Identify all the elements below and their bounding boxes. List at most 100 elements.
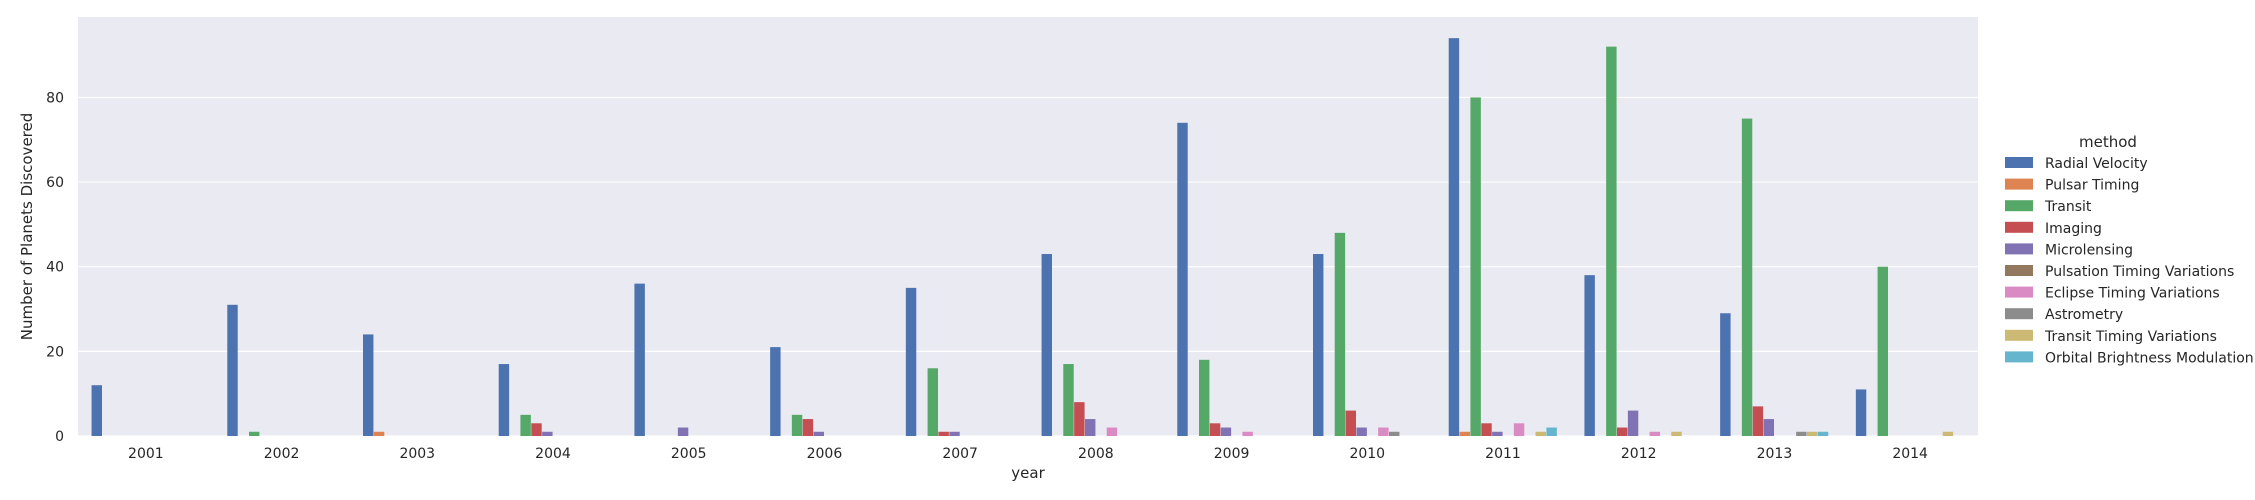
bar xyxy=(1877,266,1888,436)
legend-entry-label: Transit Timing Variations xyxy=(2044,329,2217,345)
x-tick-label: 2004 xyxy=(535,446,571,462)
legend-entry-label: Pulsar Timing xyxy=(2045,178,2139,194)
bar xyxy=(542,431,553,436)
x-tick-label: 2002 xyxy=(264,446,300,462)
bar xyxy=(1942,431,1954,436)
bar xyxy=(938,431,949,436)
legend-swatch xyxy=(2005,157,2033,168)
legend-swatch xyxy=(2005,221,2033,233)
bar xyxy=(1807,431,1818,436)
y-tick-label: 60 xyxy=(46,175,64,191)
bar xyxy=(1584,275,1595,436)
bar xyxy=(1448,38,1460,436)
bar xyxy=(1817,431,1829,436)
bar xyxy=(1752,406,1764,436)
x-tick-label: 2001 xyxy=(128,446,164,462)
x-tick-label: 2011 xyxy=(1485,446,1521,462)
bar xyxy=(1617,427,1628,436)
bar xyxy=(1627,410,1639,436)
legend-entry-label: Microlensing xyxy=(2045,242,2133,258)
x-tick-label: 2005 xyxy=(671,446,707,462)
bar xyxy=(1356,427,1367,436)
x-axis-label: year xyxy=(1011,464,1045,482)
bar xyxy=(1763,419,1774,436)
bar xyxy=(927,368,938,436)
legend-swatch xyxy=(2005,351,2033,363)
bar xyxy=(520,414,531,436)
bar xyxy=(1741,118,1753,437)
legend-swatch xyxy=(2005,329,2033,341)
bar xyxy=(373,431,385,436)
bar xyxy=(1334,232,1346,436)
bar xyxy=(1313,254,1324,436)
x-tick-label: 2012 xyxy=(1621,446,1657,462)
bar xyxy=(1513,423,1525,436)
bar xyxy=(1209,423,1221,436)
y-tick-label: 20 xyxy=(46,344,64,360)
bar xyxy=(1199,359,1210,436)
bar xyxy=(949,431,960,436)
bar xyxy=(1546,427,1557,436)
bar xyxy=(905,287,917,436)
bar xyxy=(1671,431,1682,436)
x-axis-ticks: 2001 2002 2003 2004 2005 2006 2007 2008 2009 2010… xyxy=(128,446,1928,462)
bar xyxy=(1649,431,1660,436)
bar xyxy=(498,364,510,436)
bar xyxy=(1063,364,1074,436)
bar xyxy=(249,431,260,436)
y-tick-label: 80 xyxy=(46,90,64,106)
bar xyxy=(1345,410,1356,436)
legend-swatch xyxy=(2005,265,2033,276)
bar xyxy=(791,414,803,436)
bar xyxy=(1720,313,1731,436)
y-tick-label: 0 xyxy=(55,429,64,445)
legend-swatch xyxy=(2005,243,2033,255)
bar xyxy=(1481,423,1492,436)
bar xyxy=(531,423,542,436)
bar xyxy=(677,427,689,436)
x-tick-label: 2013 xyxy=(1757,446,1793,462)
legend-title: method xyxy=(2079,133,2137,151)
bar xyxy=(1085,419,1096,436)
x-tick-label: 2014 xyxy=(1892,446,1928,462)
bar xyxy=(1796,431,1807,436)
bars xyxy=(91,38,1954,437)
bar xyxy=(1220,427,1232,436)
legend-entry-label: Radial Velocity xyxy=(2045,156,2148,172)
legend-entry-label: Orbital Brightness Modulation xyxy=(2045,350,2254,366)
bar xyxy=(770,347,781,436)
x-tick-label: 2010 xyxy=(1349,446,1385,462)
legend-entry-label: Imaging xyxy=(2045,221,2102,237)
plot-area xyxy=(78,17,1978,436)
bar xyxy=(363,334,374,436)
bar xyxy=(1177,122,1188,437)
bar xyxy=(1041,254,1052,436)
bar xyxy=(227,304,238,436)
legend-swatch xyxy=(2005,178,2033,190)
bar xyxy=(634,283,645,436)
bar xyxy=(1459,431,1470,436)
x-tick-label: 2007 xyxy=(942,446,978,462)
gridlines xyxy=(78,96,1978,437)
bar xyxy=(1535,431,1546,436)
legend-swatch xyxy=(2005,308,2033,320)
bar xyxy=(1492,431,1503,436)
bar xyxy=(1389,431,1400,436)
bar xyxy=(1106,427,1118,436)
bar xyxy=(1378,427,1389,436)
x-tick-label: 2006 xyxy=(807,446,843,462)
bar xyxy=(91,385,102,436)
bar xyxy=(1242,431,1253,436)
bar xyxy=(1470,97,1481,437)
x-tick-label: 2008 xyxy=(1078,446,1114,462)
legend-entry-label: Transit xyxy=(2044,199,2092,215)
legend-entry-label: Pulsation Timing Variations xyxy=(2045,264,2234,280)
x-tick-label: 2003 xyxy=(399,446,435,462)
bar xyxy=(813,431,824,436)
legend-entry-label: Eclipse Timing Variations xyxy=(2045,286,2220,302)
bar xyxy=(1855,389,1867,436)
legend: method Radial Velocity Pulsar Timing Trans… xyxy=(2005,133,2254,366)
legend-entry-label: Astrometry xyxy=(2045,307,2123,323)
y-axis-ticks: 0 20 40 60 80 xyxy=(46,90,64,445)
